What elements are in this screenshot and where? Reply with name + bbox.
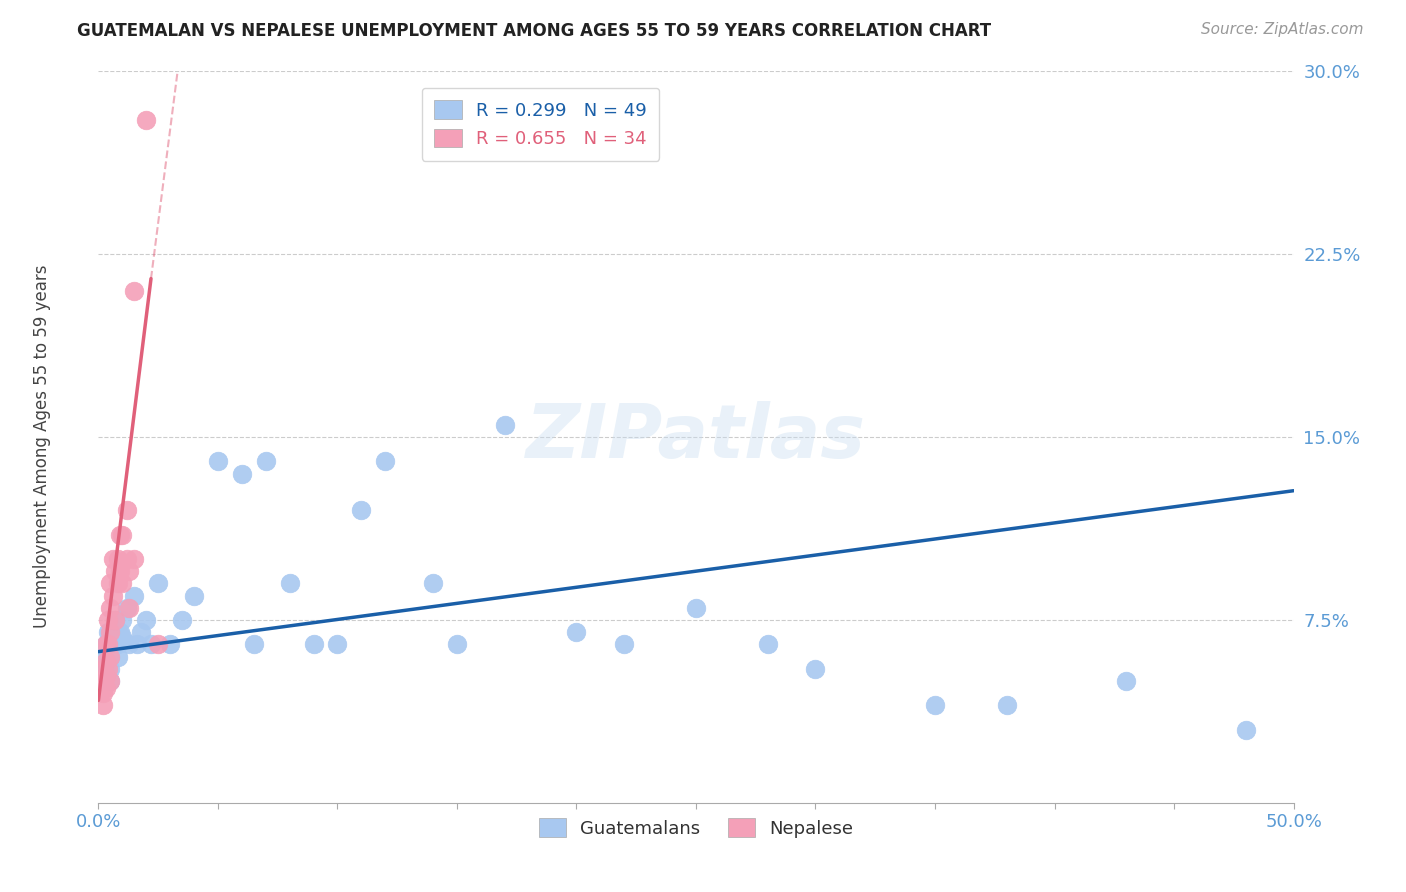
Point — [207, 454, 229, 468]
Point — [118, 637, 141, 651]
Point — [97, 662, 120, 676]
Point — [94, 637, 117, 651]
Point — [494, 417, 516, 432]
Point — [278, 576, 301, 591]
Point — [101, 625, 124, 640]
Point — [231, 467, 253, 481]
Point — [94, 654, 117, 668]
Point — [97, 649, 120, 664]
Point — [98, 673, 122, 688]
Point — [326, 637, 349, 651]
Point — [446, 637, 468, 651]
Point — [101, 552, 124, 566]
Point — [97, 637, 120, 651]
Text: ZIPatlas: ZIPatlas — [526, 401, 866, 474]
Point — [148, 637, 170, 651]
Point — [91, 662, 114, 676]
Point — [135, 613, 157, 627]
Point — [104, 613, 127, 627]
Point — [91, 698, 114, 713]
Point — [374, 454, 396, 468]
Point — [91, 686, 114, 700]
Point — [115, 552, 138, 566]
Point — [108, 625, 131, 640]
Text: Unemployment Among Ages 55 to 59 years: Unemployment Among Ages 55 to 59 years — [34, 264, 51, 628]
Point — [118, 600, 141, 615]
Point — [94, 637, 117, 651]
Point — [254, 454, 277, 468]
Point — [124, 589, 146, 603]
Point — [131, 625, 153, 640]
Point — [172, 613, 194, 627]
Point — [91, 673, 114, 688]
Point — [111, 576, 134, 591]
Point — [111, 630, 134, 644]
Point — [183, 589, 205, 603]
Point — [97, 613, 120, 627]
Point — [159, 637, 181, 651]
Point — [115, 600, 138, 615]
Point — [1234, 723, 1257, 737]
Point — [124, 284, 146, 298]
Point — [98, 637, 122, 651]
Point — [108, 564, 131, 578]
Point — [107, 637, 129, 651]
Point — [101, 589, 124, 603]
Point — [924, 698, 946, 713]
Point — [94, 681, 117, 696]
Point — [107, 649, 129, 664]
Legend: Guatemalans, Nepalese: Guatemalans, Nepalese — [531, 811, 860, 845]
Point — [104, 564, 127, 578]
Point — [101, 637, 124, 651]
Point — [148, 576, 170, 591]
Text: GUATEMALAN VS NEPALESE UNEMPLOYMENT AMONG AGES 55 TO 59 YEARS CORRELATION CHART: GUATEMALAN VS NEPALESE UNEMPLOYMENT AMON… — [77, 22, 991, 40]
Point — [125, 637, 148, 651]
Point — [97, 625, 120, 640]
Point — [613, 637, 636, 651]
Point — [111, 613, 134, 627]
Point — [111, 527, 134, 541]
Point — [350, 503, 373, 517]
Point — [94, 669, 117, 683]
Point — [98, 625, 122, 640]
Point — [1115, 673, 1137, 688]
Point — [94, 649, 117, 664]
Point — [139, 637, 162, 651]
Point — [94, 662, 117, 676]
Text: Source: ZipAtlas.com: Source: ZipAtlas.com — [1201, 22, 1364, 37]
Point — [98, 649, 122, 664]
Point — [98, 576, 122, 591]
Point — [98, 662, 122, 676]
Point — [98, 673, 122, 688]
Point — [118, 564, 141, 578]
Point — [107, 576, 129, 591]
Point — [98, 600, 122, 615]
Point — [804, 662, 827, 676]
Point — [108, 527, 131, 541]
Point — [135, 113, 157, 128]
Point — [302, 637, 325, 651]
Point — [104, 613, 127, 627]
Point — [243, 637, 266, 651]
Point — [995, 698, 1018, 713]
Point — [107, 552, 129, 566]
Point — [124, 552, 146, 566]
Point — [756, 637, 779, 651]
Point — [685, 600, 707, 615]
Point — [565, 625, 588, 640]
Point — [115, 503, 138, 517]
Point — [422, 576, 444, 591]
Point — [98, 649, 122, 664]
